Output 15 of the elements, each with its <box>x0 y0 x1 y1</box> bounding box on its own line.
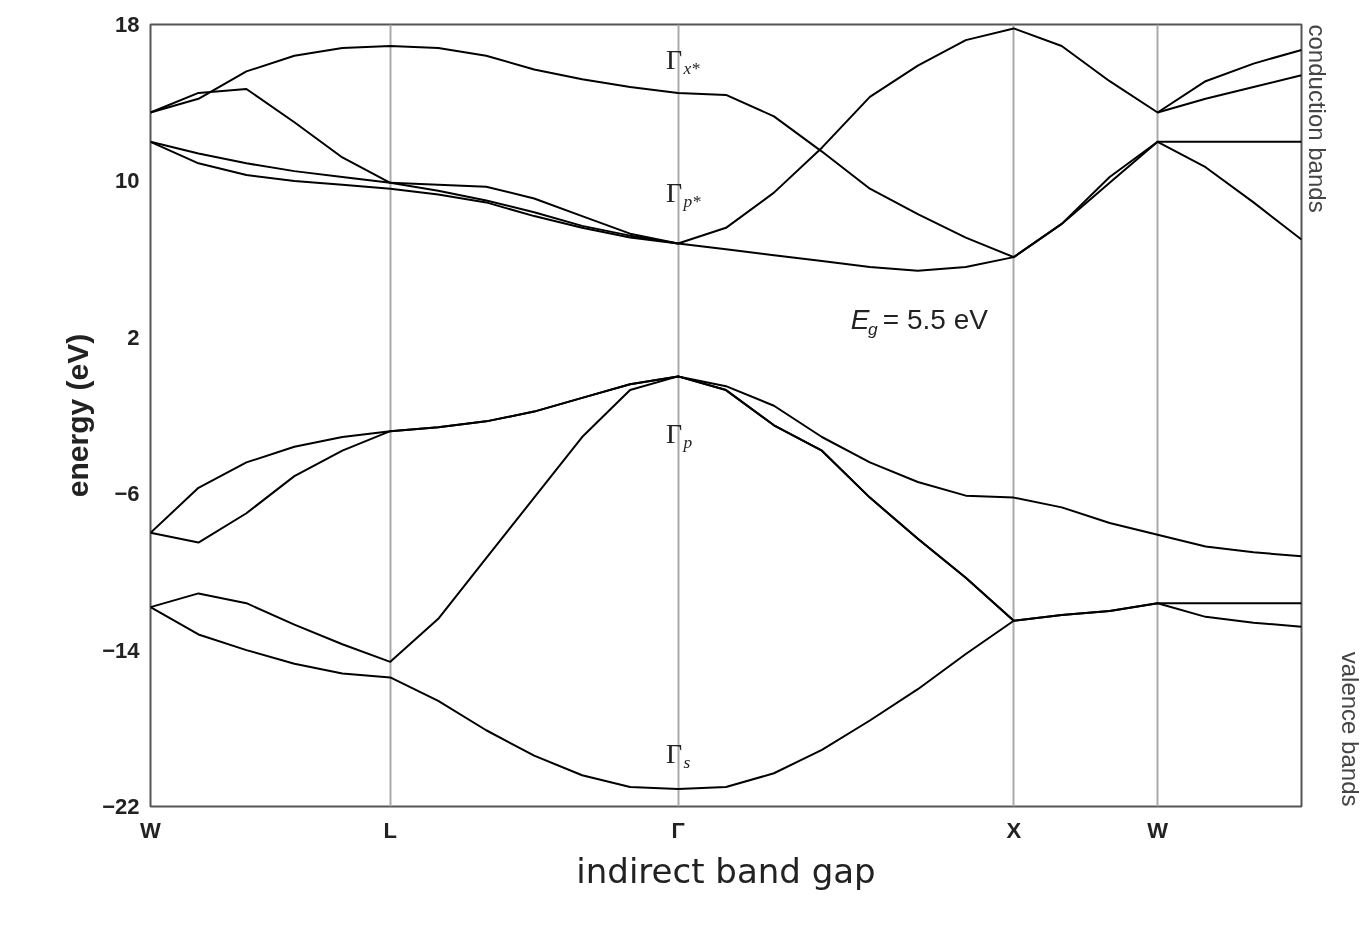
x-tick-label: X <box>1006 817 1022 843</box>
y-tick-label: 18 <box>115 12 140 37</box>
x-tick-label: W <box>140 817 162 843</box>
y-tick-label: −22 <box>102 794 140 819</box>
y-tick-label: 10 <box>115 168 140 194</box>
text: conduction bands <box>1303 24 1331 213</box>
y-tick-label: 2 <box>127 324 140 350</box>
text: valence bands <box>1336 651 1364 807</box>
y-tick-label: −14 <box>102 637 141 663</box>
x-tick-label: L <box>383 817 398 843</box>
x-axis-title: indirect band gap <box>576 850 876 891</box>
y-tick-label: −6 <box>114 481 140 507</box>
x-tick-label: W <box>1147 817 1169 843</box>
x-tick-label: Γ <box>671 817 685 843</box>
y-axis-title: energy (eV) <box>61 333 95 498</box>
